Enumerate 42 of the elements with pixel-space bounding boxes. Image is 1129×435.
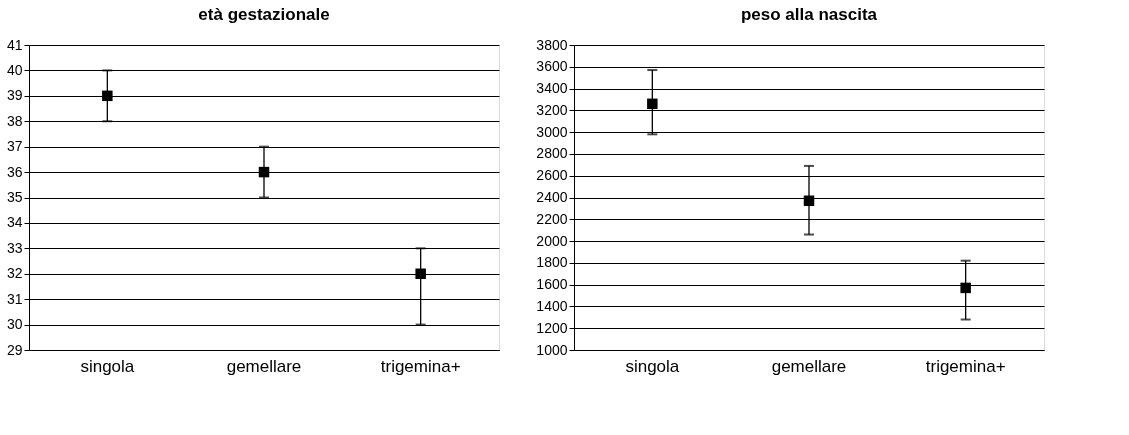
y-tick-label: 3200 [536, 101, 568, 118]
y-tick-label: 41 [6, 36, 23, 53]
y-tick-label: 39 [6, 87, 23, 104]
x-tick-label: trigemina+ [380, 356, 461, 376]
x-tick-label: trigemina+ [925, 356, 1006, 376]
y-tick-label: 1600 [536, 276, 568, 293]
point [803, 195, 815, 207]
y-tick-label: 2000 [536, 232, 568, 249]
y-tick-label: 2800 [536, 145, 568, 162]
y-tick-label: 31 [6, 290, 23, 307]
chart-title: peso alla nascita [740, 5, 878, 24]
y-tick-label: 2200 [536, 210, 568, 227]
y-tick-label: 1200 [536, 319, 568, 336]
y-tick-label: 1000 [536, 341, 568, 358]
point [960, 282, 971, 294]
y-tick-label: 3600 [536, 58, 568, 75]
y-tick-label: 37 [6, 138, 23, 155]
y-tick-label: 30 [6, 316, 23, 333]
chart-title: età gestazionale [198, 5, 330, 24]
y-tick-label: 34 [6, 214, 23, 231]
x-tick-label: singola [80, 356, 135, 376]
y-tick-label: 1400 [536, 297, 568, 314]
y-tick-label: 2400 [536, 189, 568, 205]
y-tick-label: 40 [6, 61, 23, 78]
y-tick-label: 32 [6, 265, 23, 282]
y-tick-label: 3000 [536, 123, 568, 140]
y-tick-label: 36 [6, 163, 23, 180]
y-tick-label: 3800 [536, 36, 568, 53]
y-tick-label: 1800 [536, 254, 568, 271]
point [647, 98, 658, 110]
y-tick-label: 38 [6, 112, 23, 129]
y-tick-label: 29 [6, 341, 23, 358]
x-tick-label: gemellare [771, 356, 847, 376]
point [258, 166, 270, 178]
point [415, 268, 426, 279]
y-tick-label: 33 [6, 239, 23, 256]
y-tick-label: 35 [6, 189, 23, 205]
y-tick-label: 2600 [536, 167, 568, 184]
point [102, 90, 113, 102]
y-tick-label: 3400 [536, 80, 568, 97]
x-tick-label: singola [625, 356, 680, 376]
x-tick-label: gemellare [226, 356, 302, 376]
